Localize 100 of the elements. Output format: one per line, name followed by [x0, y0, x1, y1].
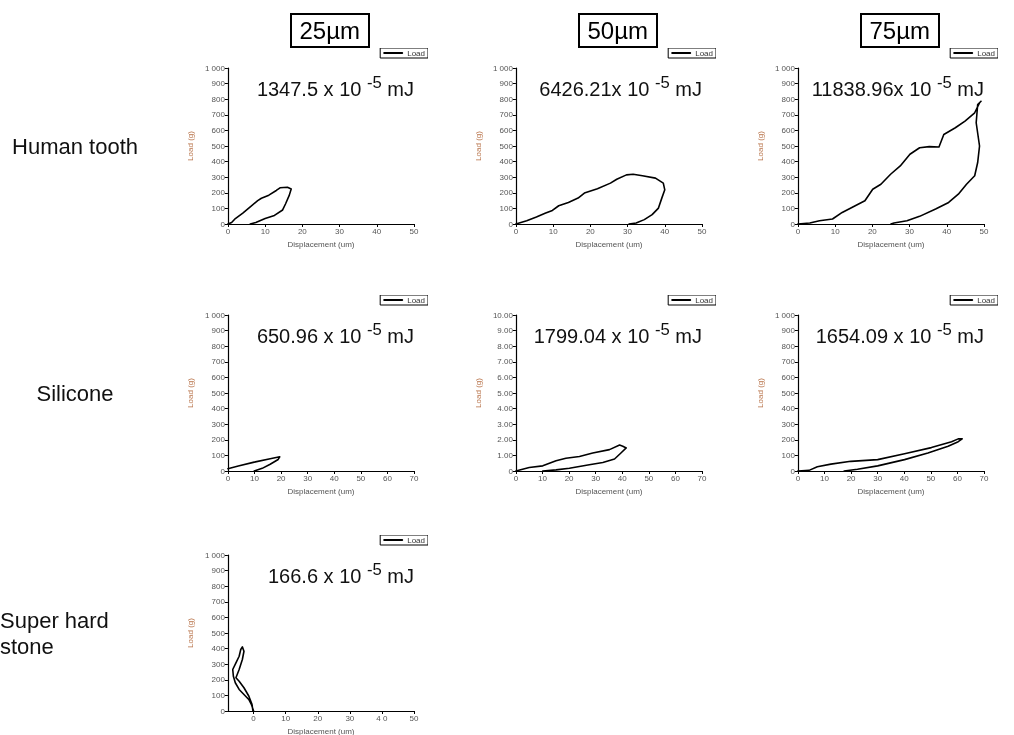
x-axis-title: Displacement (um) [575, 486, 643, 496]
y-tick-label: 200 [211, 675, 226, 685]
y-tick-label: 300 [781, 172, 796, 182]
text: Human tooth [11, 133, 139, 161]
y-tick-label: 8.00 [497, 341, 514, 351]
y-tick-label: 100 [211, 690, 226, 700]
y-tick-label: 900 [781, 79, 796, 89]
y-tick-label: 300 [211, 419, 226, 429]
y-tick-label: 600 [781, 125, 796, 135]
x-tick-label: 50 [926, 473, 936, 483]
y-tick-label: 700 [781, 357, 796, 367]
y-tick-label: 300 [211, 659, 226, 669]
x-tick-label: 10 [538, 473, 548, 483]
x-tick-label: 20 [297, 226, 308, 236]
x-tick-label: 30 [345, 713, 355, 723]
chart-title: 75µm [859, 13, 941, 48]
x-tick-label: 60 [382, 473, 393, 483]
y-tick-label: 100 [499, 203, 514, 213]
y-tick-label: 200 [211, 435, 226, 445]
x-tick-label: 20 [867, 226, 878, 236]
y-tick-label: 1 000 [774, 63, 796, 73]
x-tick-label: 30 [623, 226, 633, 236]
y-tick-label: 800 [211, 94, 226, 104]
y-axis-title: Load (g) [185, 617, 195, 648]
y-tick-label: 500 [211, 628, 226, 638]
chart-title: 50µm [577, 13, 659, 48]
y-tick-label: 5.00 [497, 388, 514, 398]
x-tick-label: 70 [697, 473, 707, 483]
x-tick-label: 30 [335, 226, 345, 236]
chart-title: 25µm [289, 13, 371, 48]
y-tick-label: 0 [790, 219, 796, 229]
y-axis-title: Load (g) [755, 377, 765, 408]
y-tick-label: 1.00 [497, 450, 514, 460]
y-tick-label: 900 [211, 566, 226, 576]
x-tick-label: 50 [697, 226, 707, 236]
x-tick-label: 50 [409, 713, 419, 723]
x-tick-label: 30 [591, 473, 601, 483]
y-tick-label: 800 [211, 341, 226, 351]
y-tick-label: 700 [211, 357, 226, 367]
y-tick-label: 900 [499, 79, 514, 89]
legend-label: Load [695, 48, 713, 58]
x-tick-label: 60 [670, 473, 681, 483]
text: Super hard stone [0, 607, 110, 661]
x-tick-label: 60 [952, 473, 963, 483]
y-tick-label: 900 [781, 326, 796, 336]
y-tick-label: 400 [781, 157, 796, 167]
y-tick-label: 800 [211, 581, 226, 591]
y-tick-label: 0 [508, 466, 514, 476]
legend-label: Load [695, 295, 713, 305]
annotation: 650.96 x 10 $^{-5}$ mJ [256, 320, 414, 348]
y-tick-label: 500 [781, 141, 796, 151]
y-tick-label: 400 [211, 157, 226, 167]
y-tick-label: 10.00 [492, 310, 514, 320]
x-tick-label: 70 [409, 473, 419, 483]
y-tick-label: 700 [499, 110, 514, 120]
x-tick-label: 50 [356, 473, 366, 483]
x-axis-title: Displacement (um) [575, 239, 643, 249]
annotation: 1799.04 x 10 $^{-5}$ mJ [533, 320, 702, 348]
y-tick-label: 1 000 [204, 550, 226, 560]
x-tick-label: 10 [260, 226, 271, 236]
legend-label: Load [407, 48, 425, 58]
y-tick-label: 900 [211, 79, 226, 89]
y-tick-label: 1 000 [204, 310, 226, 320]
x-tick-label: 40 [617, 473, 628, 483]
x-tick-label: 20 [564, 473, 575, 483]
x-tick-label: 20 [276, 473, 287, 483]
y-tick-label: 300 [781, 419, 796, 429]
annotation: 1347.5 x 10 $^{-5}$ mJ [256, 73, 414, 101]
y-tick-label: 900 [211, 326, 226, 336]
x-axis-title: Displacement (um) [287, 486, 355, 496]
y-tick-label: 200 [781, 435, 796, 445]
y-tick-label: 500 [211, 388, 226, 398]
y-tick-label: 400 [211, 644, 226, 654]
annotation: 11838.96x 10 $^{-5}$ mJ [811, 73, 984, 101]
x-axis-title: Displacement (um) [857, 486, 925, 496]
y-tick-label: 800 [499, 94, 514, 104]
x-tick-label: 10 [250, 473, 260, 483]
y-axis-title: Load (g) [755, 130, 765, 161]
y-tick-label: 600 [211, 125, 226, 135]
y-tick-label: 300 [211, 172, 226, 182]
y-tick-label: 0 [220, 219, 226, 229]
x-tick-label: 10 [281, 713, 291, 723]
x-tick-label: 50 [644, 473, 654, 483]
y-tick-label: 400 [211, 404, 226, 414]
y-tick-label: 700 [781, 110, 796, 120]
y-tick-label: 0 [508, 219, 514, 229]
y-tick-label: 100 [781, 203, 796, 213]
y-tick-label: 4.00 [497, 404, 514, 414]
y-tick-label: 500 [211, 141, 226, 151]
x-tick-label: 0 [251, 713, 257, 723]
x-tick-label: 50 [409, 226, 419, 236]
x-tick-label: 4 0 [376, 713, 389, 723]
y-tick-label: 600 [211, 372, 226, 382]
x-tick-label: 30 [905, 226, 915, 236]
y-tick-label: 400 [781, 404, 796, 414]
legend-label: Load [407, 535, 425, 545]
y-tick-label: 2.00 [497, 435, 514, 445]
x-axis-title: Displacement (um) [287, 726, 355, 735]
x-tick-label: 40 [942, 226, 952, 236]
y-tick-label: 0 [790, 466, 796, 476]
